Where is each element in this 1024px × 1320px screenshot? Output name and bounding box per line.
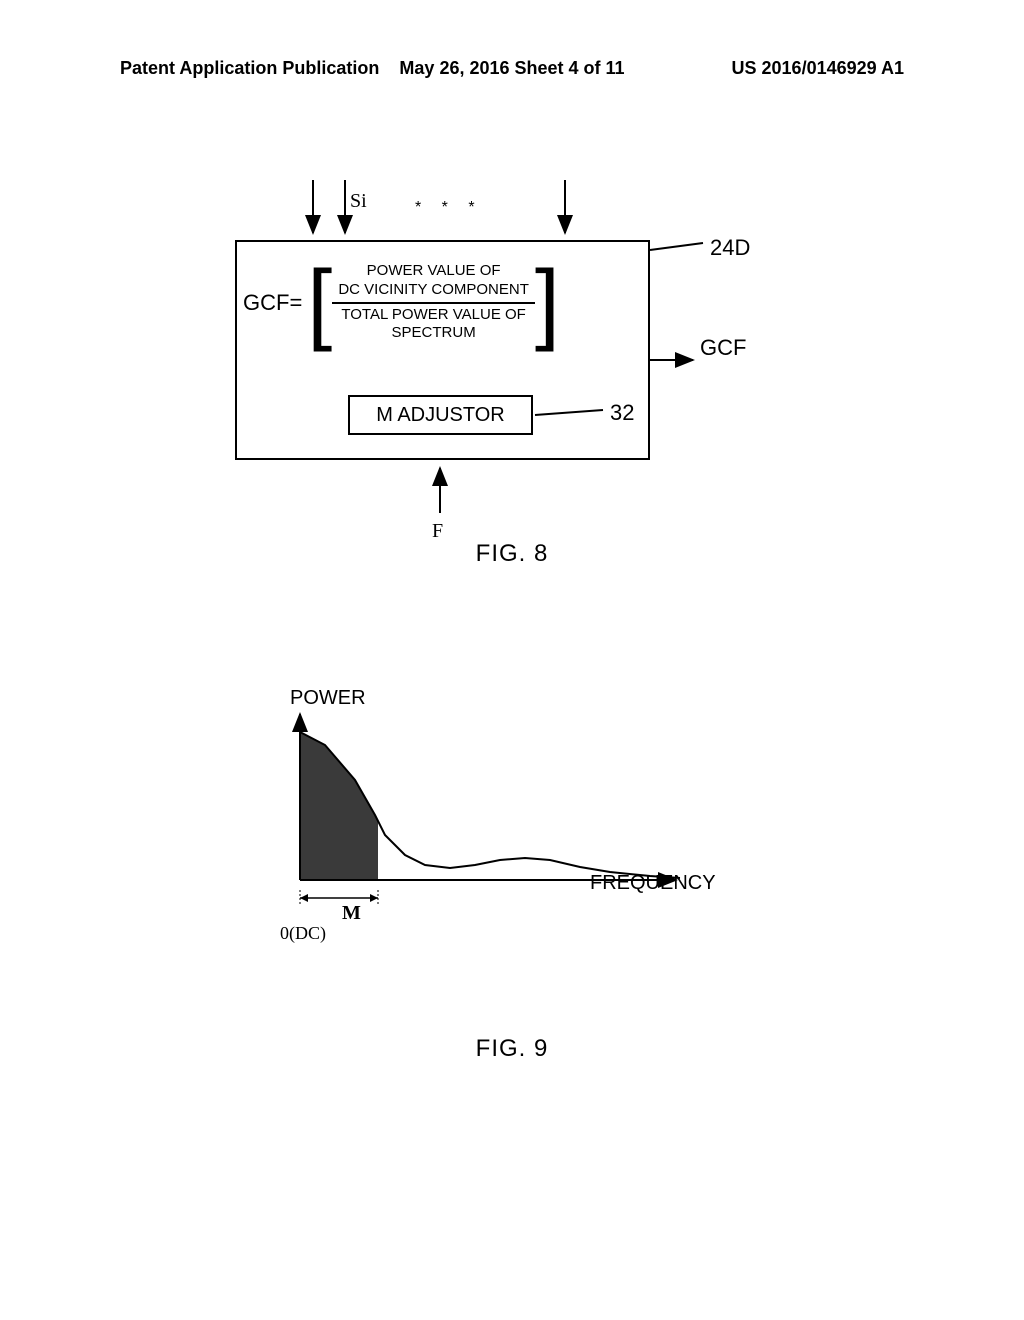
dc-origin-label: 0(DC) xyxy=(280,923,326,944)
denominator-line-1: TOTAL POWER VALUE OF xyxy=(338,306,529,325)
gcf-formula: GCF= [ POWER VALUE OF DC VICINITY COMPON… xyxy=(243,260,643,345)
header-date-sheet: May 26, 2016 Sheet 4 of 11 xyxy=(381,58,642,79)
numerator-line-1: POWER VALUE OF xyxy=(338,262,529,281)
figure-9-caption: FIG. 9 xyxy=(0,1035,1024,1063)
page-header: Patent Application Publication May 26, 2… xyxy=(0,58,1024,79)
fraction-denominator: TOTAL POWER VALUE OF SPECTRUM xyxy=(332,304,535,346)
header-publication-number: US 2016/0146929 A1 xyxy=(643,58,904,79)
right-bracket: ] xyxy=(535,263,560,343)
reference-24d: 24D xyxy=(710,235,750,261)
fraction: POWER VALUE OF DC VICINITY COMPONENT TOT… xyxy=(332,260,535,345)
gcf-output-label: GCF xyxy=(700,335,746,361)
m-adjustor-block: M ADJUSTOR xyxy=(348,395,533,435)
fraction-numerator: POWER VALUE OF DC VICINITY COMPONENT xyxy=(332,260,535,304)
left-bracket: [ xyxy=(307,263,332,343)
reference-32: 32 xyxy=(610,400,634,426)
numerator-line-2: DC VICINITY COMPONENT xyxy=(338,281,529,300)
header-publication-type: Patent Application Publication xyxy=(120,58,381,79)
figure-8-caption: FIG. 8 xyxy=(0,540,1024,568)
denominator-line-2: SPECTRUM xyxy=(338,324,529,343)
m-range-label: M xyxy=(342,902,361,925)
m-adjustor-label: M ADJUSTOR xyxy=(376,404,505,427)
figure-8-diagram: Si * * * GCF= [ POWER VALUE OF DC VICINI… xyxy=(235,175,665,485)
gcf-equals-label: GCF= xyxy=(243,290,302,316)
figure-9-chart: POWER FREQUENCY M 0(DC) xyxy=(290,680,720,930)
